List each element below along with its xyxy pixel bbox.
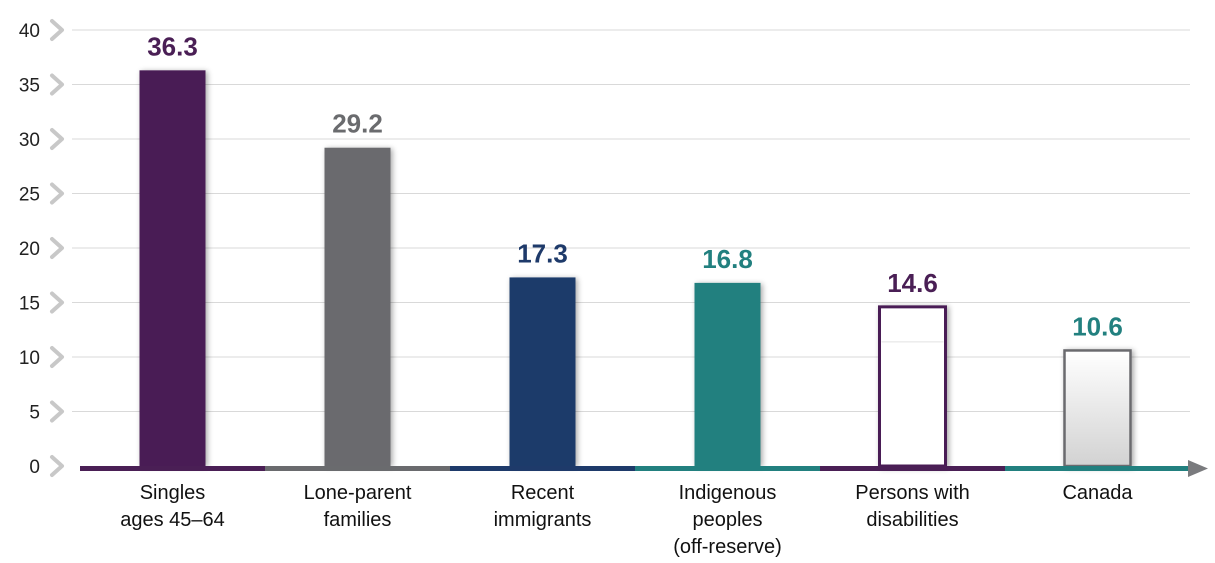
- x-tick-label: Canada: [1062, 482, 1133, 504]
- bars: 36.3 29.2 17.3 16.8 14.6 10.6: [139, 31, 1132, 468]
- tick-chevron-icon: [50, 346, 64, 368]
- tick-chevron-icon: [50, 291, 64, 314]
- y-axis: 0 5 10 15 20 25 30 35 40: [19, 19, 64, 478]
- y-tick-label: 20: [19, 239, 40, 260]
- x-tick-label: Recent: [511, 482, 575, 504]
- x-tick-label: ages 45–64: [120, 509, 225, 531]
- tick-chevron-icon: [50, 237, 64, 259]
- y-tick-label: 10: [19, 348, 40, 369]
- x-axis: [80, 460, 1208, 477]
- bar: [139, 70, 206, 466]
- data-label: 14.6: [887, 268, 938, 298]
- x-tick-label: Persons with: [855, 482, 970, 504]
- y-tick-label: 15: [19, 294, 40, 315]
- data-label: 17.3: [517, 238, 568, 268]
- x-tick-label: peoples: [692, 509, 762, 531]
- y-tick-label: 5: [29, 403, 40, 424]
- gridlines: [72, 29, 1190, 412]
- x-tick-label: (off-reserve): [673, 536, 782, 558]
- tick-chevron-icon: [50, 19, 64, 41]
- y-tick-label: 40: [19, 21, 40, 42]
- bar: [324, 147, 391, 466]
- tick-chevron-icon: [50, 128, 64, 150]
- tick-chevron-icon: [50, 455, 64, 477]
- data-label: 36.3: [147, 31, 198, 61]
- baseline-segment: [80, 466, 265, 471]
- y-tick-label: 25: [19, 185, 40, 206]
- tick-chevron-icon: [50, 182, 64, 205]
- axis-arrow-icon: [1188, 460, 1208, 477]
- x-tick-label: Lone-parent: [304, 482, 412, 504]
- baseline-segment: [820, 466, 1005, 471]
- x-axis-labels: Singles ages 45–64 Lone-parent families Rece…: [120, 482, 1133, 558]
- bar: [694, 282, 761, 466]
- baseline-segment: [450, 466, 635, 471]
- bar: [1063, 349, 1132, 468]
- x-tick-label: Singles: [140, 482, 206, 504]
- data-label: 29.2: [332, 109, 383, 139]
- tick-chevron-icon: [50, 400, 64, 423]
- data-label: 10.6: [1072, 311, 1123, 341]
- x-tick-label: families: [324, 509, 392, 531]
- data-label: 16.8: [702, 244, 753, 274]
- y-tick-label: 35: [19, 76, 40, 97]
- baseline-segment: [635, 466, 820, 471]
- y-tick-label: 0: [29, 457, 40, 478]
- x-tick-label: immigrants: [494, 509, 592, 531]
- y-tick-label: 30: [19, 130, 40, 151]
- x-tick-label: Indigenous: [679, 482, 777, 504]
- x-tick-label: disabilities: [866, 509, 958, 531]
- baseline-segment: [1005, 466, 1190, 471]
- bar: [878, 305, 947, 468]
- bar: [509, 277, 576, 466]
- baseline-segment: [265, 466, 450, 471]
- tick-chevron-icon: [50, 73, 64, 96]
